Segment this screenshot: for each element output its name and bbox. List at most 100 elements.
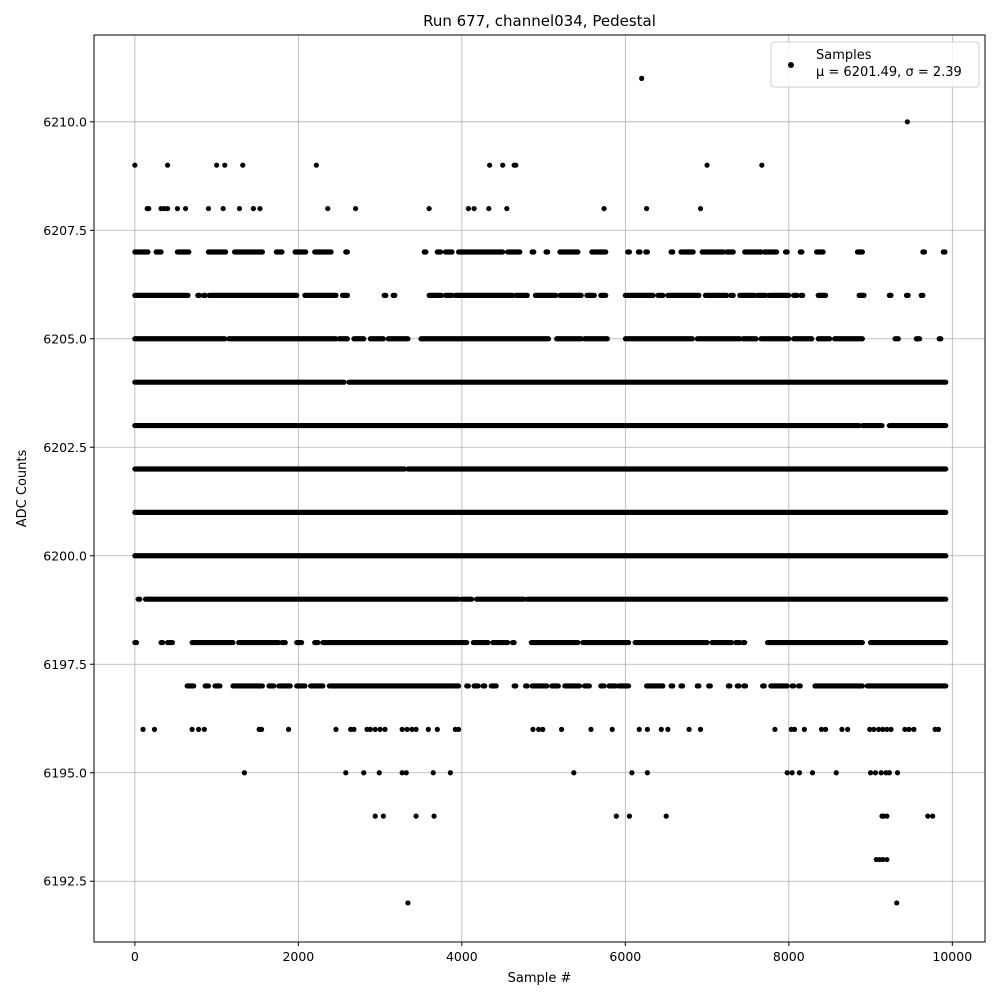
data-point [487,162,493,168]
data-point [880,856,886,863]
data-point [636,726,642,732]
data-point [343,770,349,776]
data-point [894,770,901,776]
data-point [886,770,892,776]
data-point [759,162,765,168]
data-point [894,900,900,906]
data-point [796,770,803,776]
legend-marker [788,62,794,68]
data-point [140,726,146,732]
data-point [704,162,710,168]
data-point [413,813,419,819]
data-point [426,205,432,212]
data-point [801,726,807,732]
data-point [182,205,189,212]
data-point [313,162,319,168]
data-point [658,726,664,732]
data-point [902,726,908,732]
data-point [818,726,825,732]
data-point [588,726,594,732]
y-tick-label: 6192.5 [43,874,87,889]
data-point [629,770,635,776]
y-tick-label: 6202.5 [43,440,87,455]
data-point [784,770,790,776]
data-point [500,162,506,168]
x-tick-label: 8000 [773,949,805,964]
data-point [409,726,415,732]
data-point [434,726,440,732]
y-tick-label: 6207.5 [43,223,87,238]
data-point [214,162,220,168]
data-point [404,726,410,732]
data-point [663,813,669,819]
y-tick-label: 6200.0 [43,548,87,563]
data-point [430,770,436,776]
data-point [146,205,152,212]
data-point [465,205,471,212]
legend-series-stats: μ = 6201.49, σ = 2.39 [816,65,962,80]
data-point [325,205,331,212]
data-point [613,813,619,819]
y-tick-label: 6205.0 [43,331,87,346]
data-point [201,726,207,732]
data-point [486,205,492,212]
y-axis-label: ADC Counts [15,450,30,528]
data-point [644,770,651,776]
data-point [403,770,409,776]
data-point [867,770,874,776]
data-point [871,726,877,732]
data-point [644,726,651,732]
data-point [372,813,378,819]
data-point [884,856,890,863]
data-point [151,726,158,732]
data-point [791,726,798,732]
data-point [833,770,839,776]
data-point [399,770,405,776]
data-point [643,205,650,212]
scatter-points [132,75,949,906]
data-point [196,726,202,732]
data-point [352,205,359,212]
data-point [205,205,212,212]
data-point [884,813,890,819]
data-point [132,162,138,168]
data-point [697,726,704,732]
data-point [471,205,477,212]
data-point [925,813,931,819]
data-point [558,726,565,732]
data-point [536,726,542,732]
data-point [867,726,873,732]
data-point [686,726,692,732]
legend-series-name: Samples [816,48,872,63]
data-point [285,726,292,732]
data-point [222,162,228,168]
legend-box [770,41,980,88]
data-point [935,726,942,732]
data-point [845,726,851,732]
data-point [220,205,226,212]
data-point [876,726,882,732]
data-point [241,770,248,776]
data-point [530,726,536,732]
data-point [425,726,431,732]
data-point [540,726,546,732]
data-point [878,770,884,776]
data-point [250,205,256,212]
axis-ticks: 0 2000 4000 6000 8000 10000 6192.5 6195.0 6197.5… [43,114,972,964]
data-point [189,726,195,732]
data-point [376,770,382,776]
data-point [164,162,171,168]
data-point [809,770,816,776]
data-point [789,770,795,776]
data-point [697,205,704,212]
data-point [906,726,912,732]
data-point [361,770,367,776]
data-point [258,726,265,732]
x-tick-label: 6000 [609,949,641,964]
data-point [455,726,462,732]
data-point [164,205,171,212]
data-point [367,726,373,732]
data-point [626,813,633,819]
data-point [639,75,645,81]
